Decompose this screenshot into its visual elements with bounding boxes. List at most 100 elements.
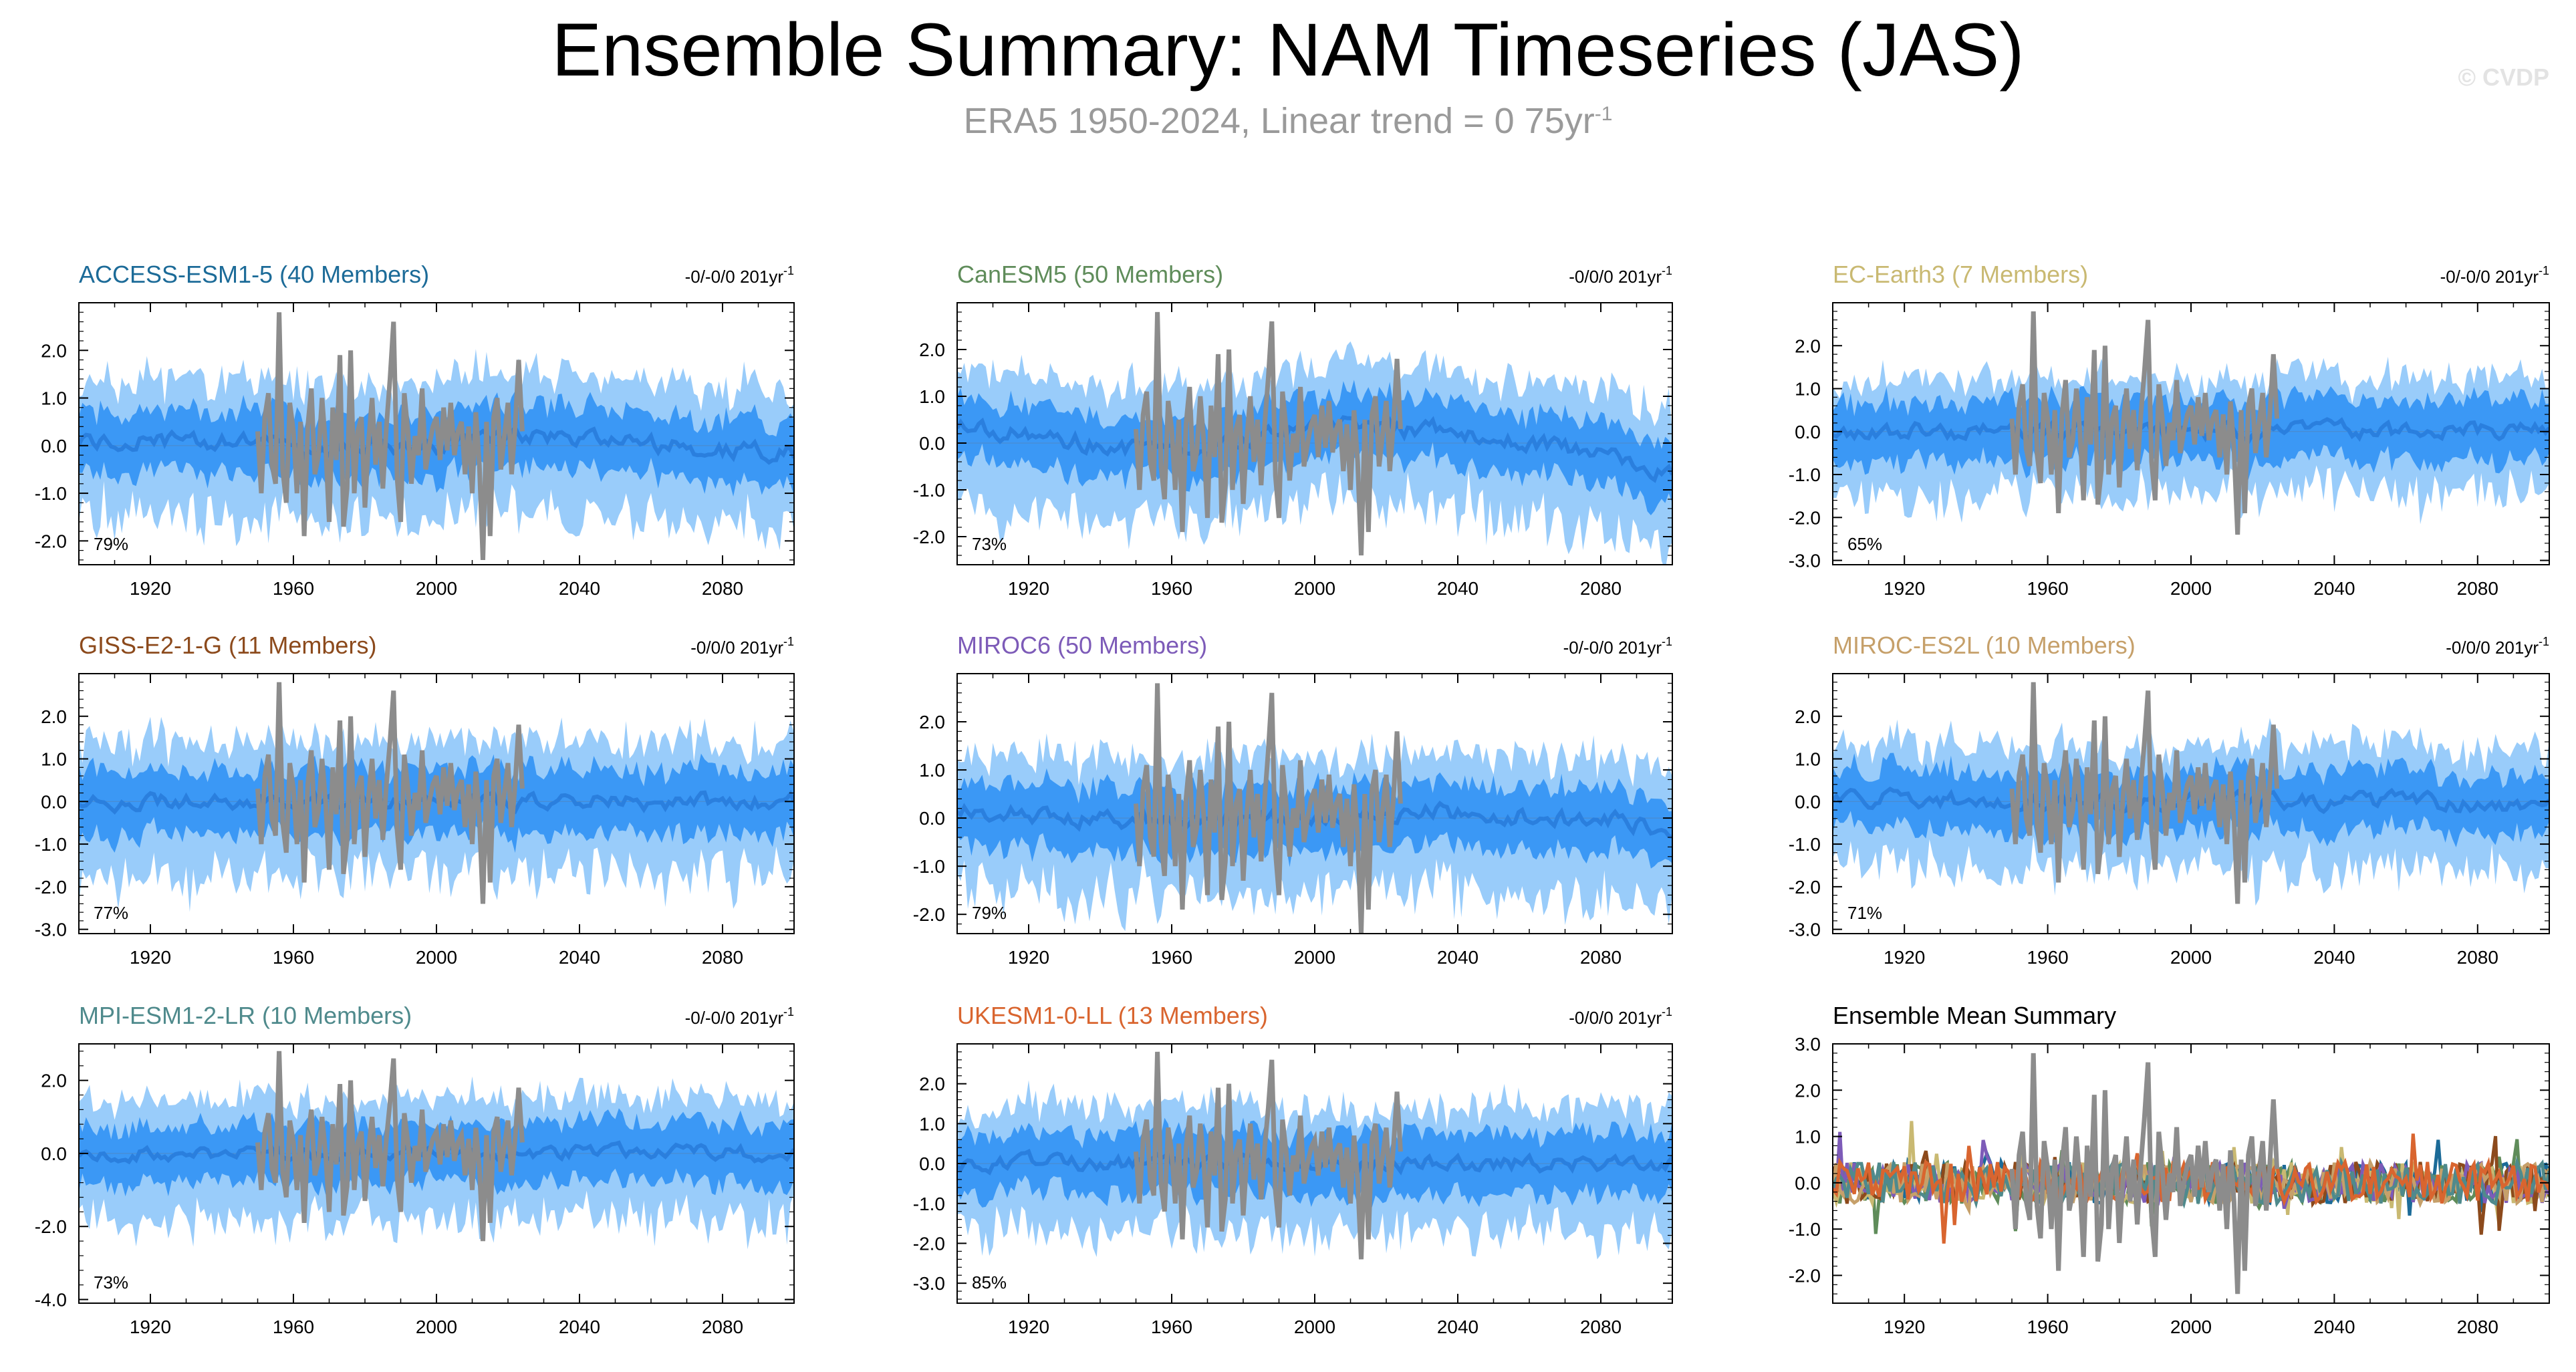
y-tick-label: -1.0 xyxy=(913,1194,945,1214)
y-tick-label: 2.0 xyxy=(919,1074,945,1095)
y-tick-label: 2.0 xyxy=(1795,706,1821,727)
x-tick-label: 2080 xyxy=(2457,947,2498,968)
y-tick-label: -2.0 xyxy=(35,1216,67,1237)
panel-trend-label: -0/0/0 201yr-1 xyxy=(2446,635,2549,658)
y-tick-label: 0.0 xyxy=(1795,1173,1821,1194)
y-tick-label: -1.0 xyxy=(1789,834,1821,855)
panel-trend-sup: -1 xyxy=(783,1005,794,1018)
observed-era5-line xyxy=(2009,311,2280,535)
x-tick-label: 1960 xyxy=(273,1317,314,1337)
y-tick-label: -4.0 xyxy=(35,1290,67,1311)
panel-trend-sup: -1 xyxy=(783,635,794,648)
x-tick-label: 2080 xyxy=(1580,578,1622,599)
x-tick-label: 2040 xyxy=(1437,1317,1478,1337)
y-tick-label: -1.0 xyxy=(35,483,67,504)
y-tick-label: -2.0 xyxy=(35,877,67,898)
x-tick-label: 2000 xyxy=(1294,947,1335,968)
x-tick-label: 1920 xyxy=(1884,578,1925,599)
y-tick-label: 3.0 xyxy=(1795,1034,1821,1055)
panel-giss: 1920 1960 2000 2040 2080 2.0 1.0 0.0 -1.0 -2.0 -3.… xyxy=(35,632,795,968)
observed-era5-line xyxy=(255,312,525,561)
x-tick-label: 2080 xyxy=(1580,1317,1622,1337)
panel-trend-label: -0/-0/0 201yr-1 xyxy=(1563,635,1672,658)
x-tick-label: 1960 xyxy=(273,578,314,599)
panel-percent-label: 79% xyxy=(94,534,128,554)
inner-spread-band xyxy=(957,380,1672,515)
x-tick-label: 2000 xyxy=(2170,947,2212,968)
y-tick-label: -1.0 xyxy=(35,834,67,855)
y-tick-label: 0.0 xyxy=(919,1153,945,1174)
panel-ukesm: 1920 1960 2000 2040 2080 2.0 1.0 0.0 -1.0 -2.0 -3.… xyxy=(913,1002,1673,1337)
y-tick-label: -2.0 xyxy=(1789,1265,1821,1286)
x-tick-label: 2040 xyxy=(2313,947,2355,968)
x-tick-label: 1920 xyxy=(130,578,171,599)
inner-spread-band xyxy=(1833,386,2549,480)
plot-area xyxy=(957,311,1672,565)
x-tick-label: 1920 xyxy=(1884,1317,1925,1337)
observed-era5-line xyxy=(1134,1051,1403,1260)
plot-area xyxy=(957,1051,1672,1260)
y-tick-label: 1.0 xyxy=(1795,1127,1821,1147)
y-tick-label: -3.0 xyxy=(1789,920,1821,940)
x-tick-label: 1960 xyxy=(273,947,314,968)
x-tick-label: 2040 xyxy=(2313,578,2355,599)
x-tick-label: 2040 xyxy=(1437,947,1478,968)
y-tick-label: 1.0 xyxy=(919,386,945,407)
panel-access: 1920 1960 2000 2040 2080 2.0 1.0 0.0 -1.0 -2.0 ACC… xyxy=(35,261,795,599)
y-tick-label: -2.0 xyxy=(35,531,67,551)
panel-trend-label: -0/-0/0 201yr-1 xyxy=(685,1005,794,1028)
panel-trend-sup: -1 xyxy=(2539,635,2549,648)
y-tick-label: 1.0 xyxy=(919,1113,945,1134)
y-tick-label: 0.0 xyxy=(919,808,945,829)
panel-trend-label: -0/0/0 201yr-1 xyxy=(1569,1005,1672,1028)
page-title: Ensemble Summary: NAM Timeseries (JAS) xyxy=(551,8,2025,92)
observed-era5-line xyxy=(2009,1053,2280,1294)
cvdp-watermark: © CVDP xyxy=(2458,63,2549,91)
x-tick-label: 1920 xyxy=(1008,947,1049,968)
panel-trend-sup: -1 xyxy=(783,264,794,277)
x-tick-label: 2040 xyxy=(1437,578,1478,599)
plot-area xyxy=(79,312,794,561)
panel-canesm: 1920 1960 2000 2040 2080 2.0 1.0 0.0 -1.0 -2.0 Can… xyxy=(913,261,1673,599)
x-tick-label: 1920 xyxy=(130,1317,171,1337)
x-tick-label: 2040 xyxy=(559,1317,600,1337)
panel-miroc6: 1920 1960 2000 2040 2080 2.0 1.0 0.0 -1.0 -2.0 MIR… xyxy=(913,632,1673,968)
panel-title: ACCESS-ESM1-5 (40 Members) xyxy=(79,261,429,288)
x-tick-label: 2000 xyxy=(416,578,457,599)
y-tick-label: -1.0 xyxy=(1789,464,1821,485)
plot-area xyxy=(957,683,1672,934)
panel-title: MIROC-ES2L (10 Members) xyxy=(1833,632,2136,659)
x-tick-label: 2000 xyxy=(2170,1317,2212,1337)
ensemble-mean-line xyxy=(79,1140,794,1165)
x-tick-label: 2080 xyxy=(702,1317,743,1337)
panel-mpi: 1920 1960 2000 2040 2080 2.0 0.0 -2.0 -4.0 MPI-ES… xyxy=(35,1002,795,1337)
y-tick-label: -2.0 xyxy=(1789,877,1821,898)
panel-title: UKESM1-0-LL (13 Members) xyxy=(957,1002,1268,1029)
y-tick-label: 0.0 xyxy=(41,1143,67,1164)
y-tick-label: -3.0 xyxy=(35,920,67,940)
plot-area xyxy=(1833,311,2549,535)
plot-area xyxy=(1833,1053,2549,1294)
x-tick-label: 1920 xyxy=(1008,1317,1049,1337)
y-tick-label: -1.0 xyxy=(913,480,945,501)
panel-percent-label: 73% xyxy=(94,1272,128,1292)
panel-trend-sup: -1 xyxy=(1662,264,1672,277)
x-tick-label: 1960 xyxy=(1151,578,1192,599)
panel-trend-label: -0/0/0 201yr-1 xyxy=(1569,264,1672,287)
ensemble-mean-line xyxy=(79,788,794,815)
panel-title: GISS-E2-1-G (11 Members) xyxy=(79,632,376,659)
y-tick-label: 2.0 xyxy=(41,340,67,361)
panel-percent-label: 71% xyxy=(1847,903,1882,923)
x-tick-label: 2000 xyxy=(2170,578,2212,599)
y-tick-label: -1.0 xyxy=(913,856,945,877)
x-tick-label: 1960 xyxy=(2027,1317,2068,1337)
x-tick-label: 2080 xyxy=(2457,1317,2498,1337)
y-tick-label: 0.0 xyxy=(919,433,945,454)
panel-title: CanESM5 (50 Members) xyxy=(957,261,1223,288)
y-tick-label: 0.0 xyxy=(1795,791,1821,812)
panel-trend-label: -0/0/0 201yr-1 xyxy=(690,635,794,658)
plot-area xyxy=(1833,682,2549,906)
y-tick-label: -2.0 xyxy=(913,904,945,925)
x-tick-label: 1920 xyxy=(1884,947,1925,968)
